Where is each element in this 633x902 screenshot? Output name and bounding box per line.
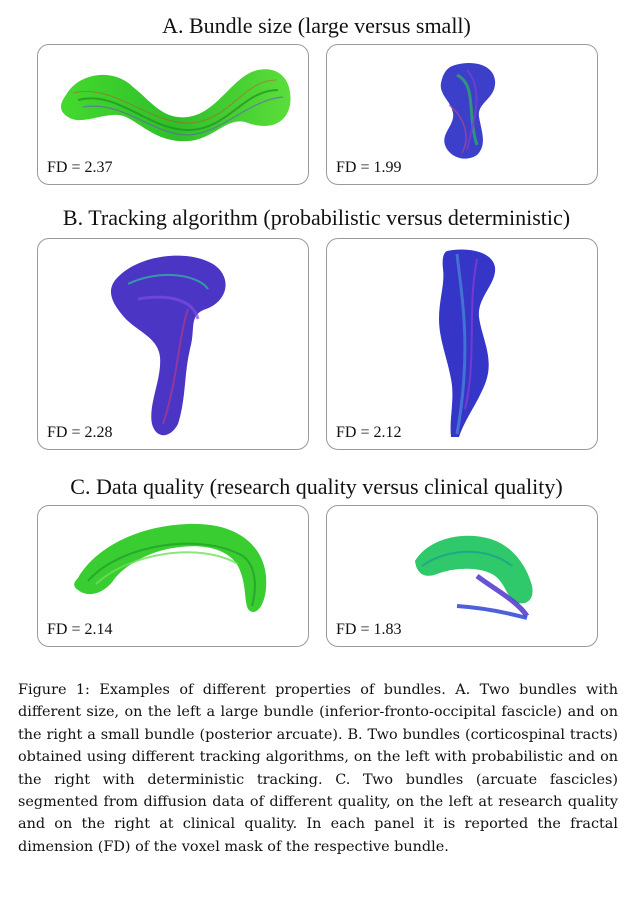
fd-label-b-right: FD = 2.12 — [336, 424, 402, 442]
fd-label-c-left: FD = 2.14 — [47, 621, 113, 639]
panel-a-large-bundle: FD = 2.37 — [37, 44, 309, 185]
section-title-b: B. Tracking algorithm (probabilistic ver… — [62, 205, 571, 230]
panel-a-small-bundle: FD = 1.99 — [326, 44, 598, 185]
bundle-image-arcuate-research — [74, 523, 267, 612]
bundle-image-ifof — [61, 69, 291, 142]
bundle-image-cst-deterministic — [439, 249, 496, 437]
fd-label-a-right: FD = 1.99 — [336, 159, 402, 177]
bundle-image-arcuate-clinical — [415, 535, 533, 620]
figure-caption: Figure 1: Examples of different properti… — [18, 682, 618, 855]
panel-c-research-quality: FD = 2.14 — [37, 505, 309, 647]
panel-c-clinical-quality: FD = 1.83 — [326, 505, 598, 647]
section-title-a: A. Bundle size (large versus small) — [162, 13, 471, 38]
bundle-image-posterior-arcuate — [440, 63, 496, 159]
fd-label-c-right: FD = 1.83 — [336, 621, 402, 639]
bundle-image-cst-probabilistic — [110, 255, 226, 436]
section-title-c: C. Data quality (research quality versus… — [70, 474, 563, 499]
fd-label-a-left: FD = 2.37 — [47, 159, 113, 177]
panel-b-probabilistic: FD = 2.28 — [37, 238, 309, 450]
panel-b-deterministic: FD = 2.12 — [326, 238, 598, 450]
fd-label-b-left: FD = 2.28 — [47, 424, 113, 442]
